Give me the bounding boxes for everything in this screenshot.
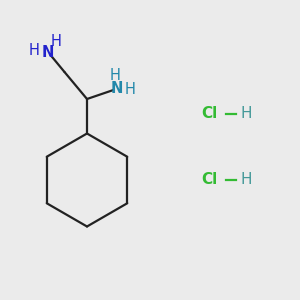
- Text: Cl: Cl: [201, 172, 217, 188]
- Text: Cl: Cl: [201, 106, 217, 122]
- Text: H: H: [29, 43, 40, 58]
- Text: N: N: [42, 45, 54, 60]
- Text: H: H: [240, 172, 251, 188]
- Text: H: H: [124, 82, 135, 98]
- Text: H: H: [51, 34, 62, 49]
- Text: N: N: [111, 81, 123, 96]
- Text: H: H: [240, 106, 251, 122]
- Text: H: H: [110, 68, 121, 83]
